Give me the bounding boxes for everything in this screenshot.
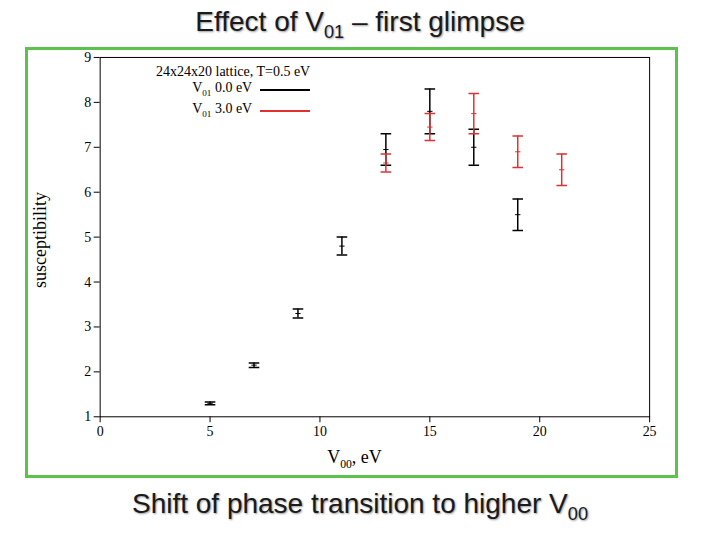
html-text:Shift of phase transition to h: Shift of phase transition to higher V00: [132, 488, 588, 524]
svg-text:20: 20: [533, 424, 547, 439]
svg-text:1: 1: [84, 409, 91, 424]
html-text:V01: V01: [192, 100, 212, 119]
svg-text:15: 15: [423, 424, 437, 439]
html-text:V01: V01: [192, 80, 212, 98]
svg-text:2: 2: [84, 364, 91, 379]
svg-text:8: 8: [84, 95, 91, 110]
svg-text:25: 25: [643, 424, 657, 439]
svg-text:3: 3: [84, 319, 91, 334]
svg-text:5: 5: [207, 424, 214, 439]
html-text:V00, eV: V00, eV: [327, 447, 382, 471]
svg-text:10: 10: [313, 424, 327, 439]
html-text:3.0 eV: 3.0 eV: [211, 100, 253, 116]
svg-text:5: 5: [84, 230, 91, 245]
svg-text:0: 0: [97, 424, 104, 439]
html-text:Effect of V01– first glimpse: Effect of V01– first glimpse: [195, 6, 525, 42]
html-text:24x24x20 lattice, T=0.5 eV: 24x24x20 lattice, T=0.5 eV: [156, 64, 311, 79]
svg-text:9: 9: [84, 50, 91, 65]
svg-text:4: 4: [84, 274, 91, 289]
svg-text:7: 7: [84, 140, 91, 155]
svg-text:6: 6: [84, 185, 91, 200]
html-text:susceptibility: susceptibility: [29, 192, 50, 288]
html-text:0.0 eV: 0.0 eV: [211, 80, 253, 95]
